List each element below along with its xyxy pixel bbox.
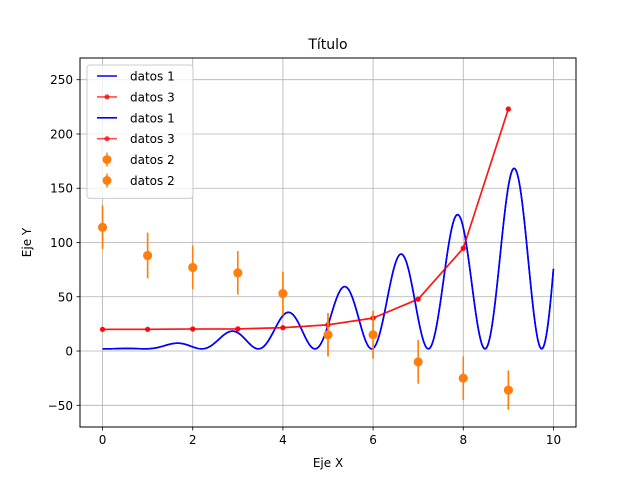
legend-label: datos 2 (130, 153, 175, 167)
data-point-datos-2 (503, 385, 513, 395)
x-axis-label: Eje X (313, 456, 343, 470)
legend-label: datos 3 (130, 132, 175, 146)
data-point-datos-2 (323, 330, 333, 340)
data-point-datos-2 (98, 222, 108, 232)
data-point-datos-2 (413, 357, 423, 367)
x-tick-label: 0 (99, 433, 107, 447)
y-tick-label: 50 (58, 290, 73, 304)
legend-label: datos 1 (130, 70, 175, 84)
legend-marker-datos-3 (104, 94, 110, 100)
data-point-datos-3 (280, 325, 286, 331)
data-point-datos-3 (99, 326, 106, 332)
y-tick-label: 250 (50, 73, 73, 87)
y-tick-label: −50 (48, 399, 73, 413)
legend-label: datos 1 (130, 111, 175, 125)
x-tick-label: 8 (459, 433, 467, 447)
y-tick-label: 200 (50, 127, 73, 141)
data-point-datos-3 (145, 326, 151, 332)
legend-label: datos 3 (130, 90, 175, 104)
legend: datos 1 datos 3 datos 1 datos 3 datos 2 datos… (86, 64, 194, 199)
data-point-datos-2 (278, 289, 288, 299)
legend-marker-datos-2 (102, 155, 112, 165)
legend-marker-datos-2 (102, 176, 112, 185)
data-point-datos-3 (460, 245, 466, 251)
chart-title: Título (307, 37, 347, 53)
y-tick-label: 100 (50, 236, 73, 250)
x-tick-label: 4 (279, 433, 287, 447)
x-tick-label: 2 (189, 433, 197, 447)
y-tick-label: 150 (50, 182, 73, 196)
y-axis: −50 0 50 100 150 200 250 (48, 73, 80, 413)
series-line-datos-3 (102, 108, 510, 331)
data-point-datos-2 (188, 262, 198, 272)
y-tick-label: 0 (65, 345, 73, 359)
grid (80, 58, 576, 427)
data-point-datos-2 (143, 251, 153, 261)
legend-label: datos 2 (130, 174, 175, 188)
legend-box (86, 64, 194, 199)
data-point-datos-2 (233, 268, 243, 278)
plot-area (98, 106, 555, 410)
data-point-datos-2 (458, 373, 468, 383)
data-point-datos-3 (505, 106, 511, 112)
data-point-datos-3 (190, 326, 196, 332)
data-point-datos-3 (235, 326, 241, 332)
x-axis: 0 2 4 6 8 10 (99, 427, 561, 447)
y-axis-label: Eje Y (20, 227, 34, 257)
data-point-datos-3 (415, 296, 421, 302)
x-tick-label: 6 (369, 433, 377, 447)
legend-marker-datos-3 (104, 136, 110, 142)
data-point-datos-2 (368, 330, 378, 340)
x-tick-label: 10 (546, 433, 561, 447)
